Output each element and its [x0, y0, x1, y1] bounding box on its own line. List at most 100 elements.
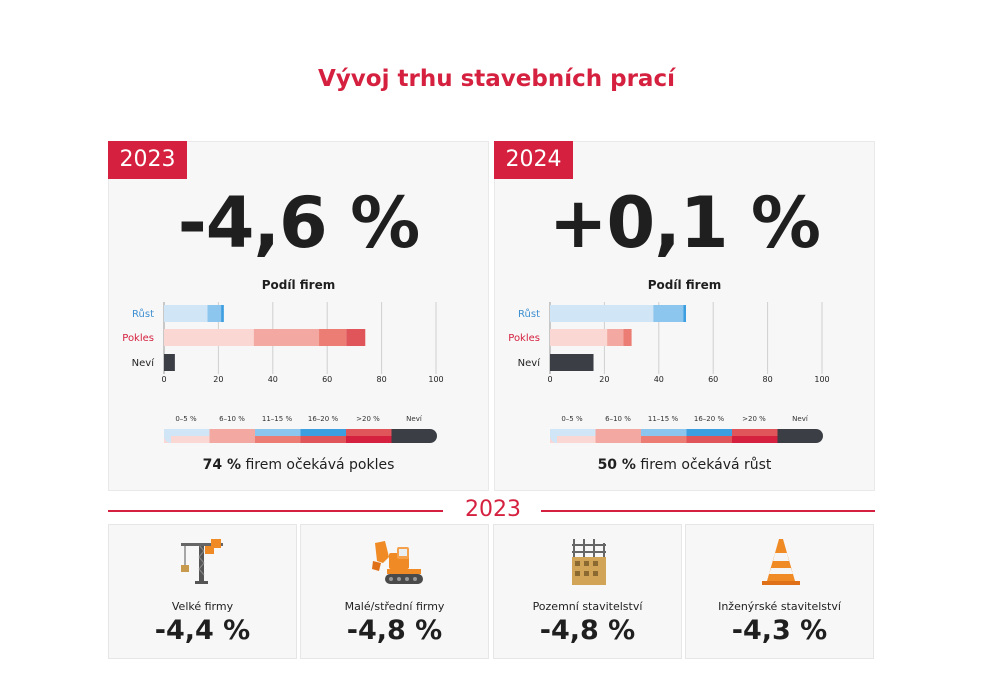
scale-segment-bottom	[595, 436, 641, 443]
card-label: Malé/střední firmy	[344, 600, 445, 613]
bar-segment	[207, 305, 222, 322]
card-value: -4,8 %	[539, 615, 636, 646]
tower-crane-icon	[109, 537, 296, 587]
category-label: Neví	[518, 357, 542, 369]
section-divider-left	[108, 510, 443, 512]
bar-segment	[346, 329, 366, 346]
x-tick-label: 40	[654, 375, 664, 384]
share-chart-svg: 0 20 40 60 80 100 Růst Pokles Neví	[122, 302, 444, 443]
category-label: Růst	[518, 308, 540, 320]
bar-segment	[164, 354, 175, 371]
bar-segment	[164, 329, 254, 346]
x-tick-label: 0	[161, 375, 166, 384]
market-change-value: +0,1 %	[548, 182, 821, 264]
share-chart: 0 20 40 60 80 100 Růst Pokles Neví	[109, 142, 490, 456]
scale-label: 0–5 %	[561, 415, 583, 423]
bar-segment	[253, 329, 320, 346]
scale-label: 11–15 %	[647, 415, 679, 423]
scale-label: 6–10 %	[219, 415, 245, 423]
scale-label: 6–10 %	[605, 415, 631, 423]
page-title: Vývoj trhu stavebních prací	[318, 66, 675, 92]
scale-segment-bottom	[686, 436, 732, 443]
scale-segment-top	[171, 429, 210, 436]
summary: 74 % firem očekává pokles	[109, 457, 488, 473]
card-value: -4,4 %	[154, 615, 251, 646]
scale-label: 11–15 %	[261, 415, 293, 423]
card-value: -4,3 %	[731, 615, 828, 646]
year-tag: 2024	[494, 141, 573, 179]
scale-label: 16–20 %	[307, 415, 339, 423]
bar-segment	[623, 329, 632, 346]
card-civil-engineering: Inženýrské stavitelství -4,3 %	[685, 524, 874, 659]
bar-segment	[550, 305, 654, 322]
bar-segment	[319, 329, 347, 346]
card-large-firms: Velké firmy -4,4 %	[108, 524, 297, 659]
bar-segment	[683, 305, 686, 322]
card-building-construction: Pozemní stavitelství -4,8 %	[493, 524, 682, 659]
chart-title: Podíl firem	[261, 278, 336, 292]
category-label: Růst	[132, 308, 154, 320]
market-change-value: -4,6 %	[177, 182, 421, 264]
summary-text: firem očekává růst	[640, 457, 772, 473]
bar-segment	[653, 305, 684, 322]
scale-segment-bottom	[171, 436, 210, 443]
x-tick-label: 80	[763, 375, 773, 384]
category-label: Pokles	[508, 333, 540, 344]
share-chart-svg: 0 20 40 60 80 100 Růst Pokles Neví	[508, 302, 830, 443]
scale-segment-top	[595, 429, 641, 436]
excavator-icon	[301, 537, 488, 587]
summary-value: 74 %	[202, 457, 241, 473]
scale-segment-top	[557, 429, 596, 436]
scale-label: >20 %	[356, 415, 380, 423]
summary-text: firem očekává pokles	[245, 457, 395, 473]
scale-segment-bottom	[732, 436, 778, 443]
scale-label: 0–5 %	[175, 415, 197, 423]
summary-value: 50 %	[597, 457, 636, 473]
scale-segment-top	[300, 429, 346, 436]
scale-segment-top	[255, 429, 301, 436]
scale-label: Neví	[792, 415, 808, 423]
scale-segment-bottom	[209, 436, 255, 443]
card-small-medium-firms: Malé/střední firmy -4,8 %	[300, 524, 489, 659]
building-construction-icon	[494, 537, 681, 587]
traffic-cone-icon	[686, 537, 873, 587]
category-label: Pokles	[122, 333, 154, 344]
summary: 50 % firem očekává růst	[495, 457, 874, 473]
x-tick-label: 20	[213, 375, 223, 384]
scale-segment-bottom	[641, 436, 687, 443]
bar-segment	[221, 305, 224, 322]
card-value: -4,8 %	[346, 615, 443, 646]
bar-segment	[164, 305, 208, 322]
share-chart: 0 20 40 60 80 100 Růst Pokles Neví	[495, 142, 876, 456]
bar-segment	[550, 329, 608, 346]
x-tick-label: 60	[322, 375, 332, 384]
category-label: Neví	[132, 357, 156, 369]
scale-segment-top	[209, 429, 255, 436]
scale-segment-bottom	[255, 436, 301, 443]
scale-segment-top	[686, 429, 732, 436]
bar-segment	[550, 354, 594, 371]
bar-segment	[607, 329, 624, 346]
card-label: Velké firmy	[171, 600, 234, 613]
x-tick-label: 40	[268, 375, 278, 384]
scale-segment-bottom	[557, 436, 596, 443]
card-label: Inženýrské stavitelství	[718, 600, 841, 613]
year-tag: 2023	[108, 141, 187, 179]
card-label: Pozemní stavitelství	[532, 600, 643, 613]
section-divider-right	[541, 510, 875, 512]
scale-segment-top	[346, 429, 392, 436]
scale-segment-top	[732, 429, 778, 436]
scale-label: Neví	[406, 415, 422, 423]
chart-title: Podíl firem	[647, 278, 722, 292]
scale-segment-top	[641, 429, 687, 436]
panel-2023: 2023 -4,6 % Podíl firem 0 20 40 60 80 100 Růst…	[108, 141, 489, 491]
x-tick-label: 100	[814, 375, 829, 384]
x-tick-label: 100	[428, 375, 443, 384]
scale-segment-bottom	[346, 436, 392, 443]
x-tick-label: 60	[708, 375, 718, 384]
x-tick-label: 0	[547, 375, 552, 384]
scale-label: 16–20 %	[693, 415, 725, 423]
scale-label: >20 %	[742, 415, 766, 423]
x-tick-label: 80	[377, 375, 387, 384]
section-year: 2023	[465, 497, 521, 522]
